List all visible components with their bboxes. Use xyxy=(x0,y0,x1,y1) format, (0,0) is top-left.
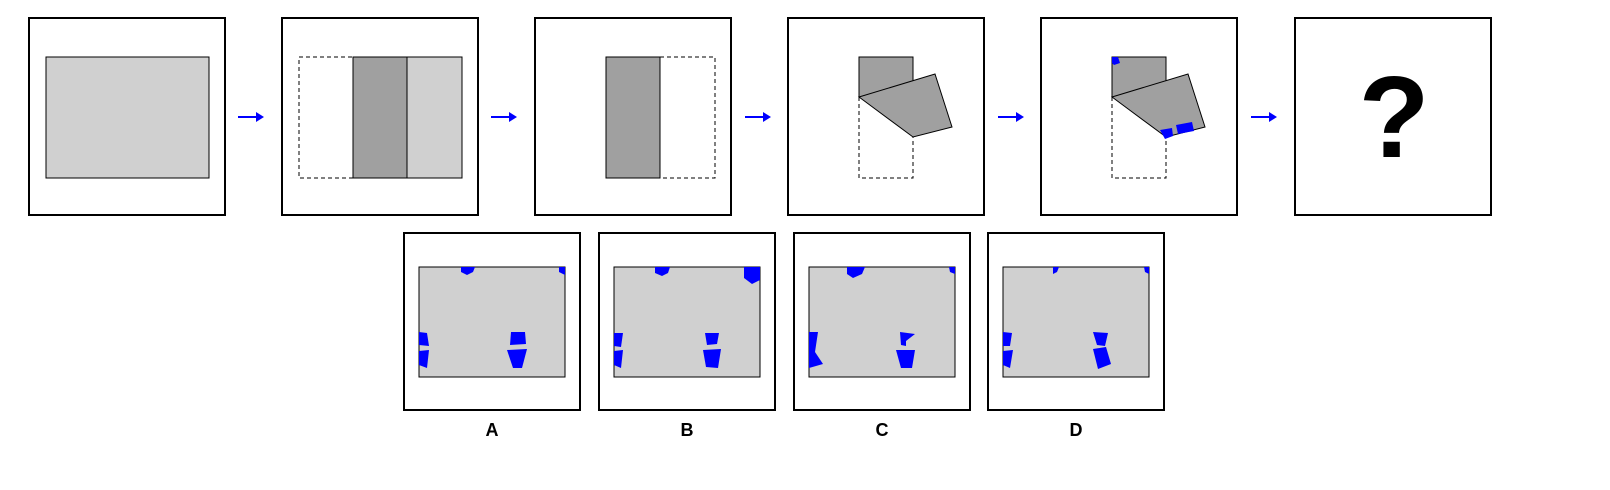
step-2-first-fold xyxy=(281,17,479,216)
option-d-card[interactable] xyxy=(987,232,1165,411)
punch-hole xyxy=(559,267,565,275)
step-4-graphic xyxy=(857,56,953,179)
folded-away-outline xyxy=(1111,97,1167,179)
arrow-right-icon xyxy=(745,112,771,122)
step-2-graphic xyxy=(298,56,463,179)
step-1-unfolded-sheet xyxy=(28,17,226,216)
punch-hole xyxy=(1160,128,1173,139)
folded-flap xyxy=(352,56,408,179)
punch-hole xyxy=(1093,347,1111,369)
punch-hole xyxy=(900,332,915,346)
punch-hole xyxy=(614,350,623,368)
option-a-card[interactable] xyxy=(403,232,581,411)
punch-hole xyxy=(1093,332,1108,346)
punch-hole xyxy=(655,267,670,276)
folded-strip xyxy=(605,56,661,179)
punch-hole xyxy=(1176,122,1194,134)
folded-away-outline xyxy=(298,56,354,179)
folded-corner xyxy=(1110,73,1206,138)
option-b-graphic xyxy=(613,266,761,378)
paper-sheet xyxy=(613,266,761,378)
punch-hole xyxy=(703,349,721,368)
folded-corner xyxy=(857,73,953,138)
punch-hole xyxy=(419,350,429,368)
arrow-right-icon xyxy=(491,112,517,122)
step-5-graphic xyxy=(1110,56,1206,179)
punch-hole xyxy=(744,267,760,284)
punch-hole xyxy=(705,333,719,345)
paper-sheet xyxy=(418,266,566,378)
punch-hole xyxy=(1144,267,1149,274)
question-mark: ? xyxy=(1359,52,1430,182)
punch-hole xyxy=(1112,57,1120,65)
punch-hole xyxy=(614,333,623,347)
punch-hole xyxy=(847,267,865,278)
paper-sheet xyxy=(1002,266,1150,378)
option-label: A xyxy=(485,420,499,440)
paper-sheet xyxy=(45,56,210,179)
arrow-right-icon xyxy=(1251,112,1277,122)
punch-hole xyxy=(419,332,429,346)
folded-away-outline xyxy=(659,56,716,179)
punch-hole xyxy=(1003,350,1013,368)
step-3-folded-strip xyxy=(534,17,732,216)
step-3-graphic xyxy=(605,56,716,179)
paper-remaining xyxy=(406,56,463,179)
punch-hole xyxy=(510,332,526,345)
punch-hole xyxy=(896,350,915,368)
step-6-graphic: ? xyxy=(1359,52,1430,182)
option-label: B xyxy=(680,420,694,440)
option-label: D xyxy=(1069,420,1083,440)
option-label: C xyxy=(875,420,889,440)
punch-hole xyxy=(809,332,823,368)
punch-hole xyxy=(1003,332,1012,346)
step-6-unknown-result: ? xyxy=(1294,17,1492,216)
step-1-graphic xyxy=(45,56,210,179)
punch-hole xyxy=(461,267,475,275)
folded-away-outline xyxy=(858,97,914,179)
arrow-right-icon xyxy=(238,112,264,122)
arrow-right-icon xyxy=(998,112,1024,122)
option-c-graphic xyxy=(808,266,956,378)
step-5-punched-holes xyxy=(1040,17,1238,216)
step-4-corner-fold xyxy=(787,17,985,216)
option-d-graphic xyxy=(1002,266,1150,378)
paper-sheet xyxy=(808,266,956,378)
punch-hole xyxy=(949,267,955,274)
punch-hole xyxy=(507,349,527,368)
option-a-graphic xyxy=(418,266,566,378)
punch-hole xyxy=(1053,267,1059,274)
option-c-card[interactable] xyxy=(793,232,971,411)
option-b-card[interactable] xyxy=(598,232,776,411)
